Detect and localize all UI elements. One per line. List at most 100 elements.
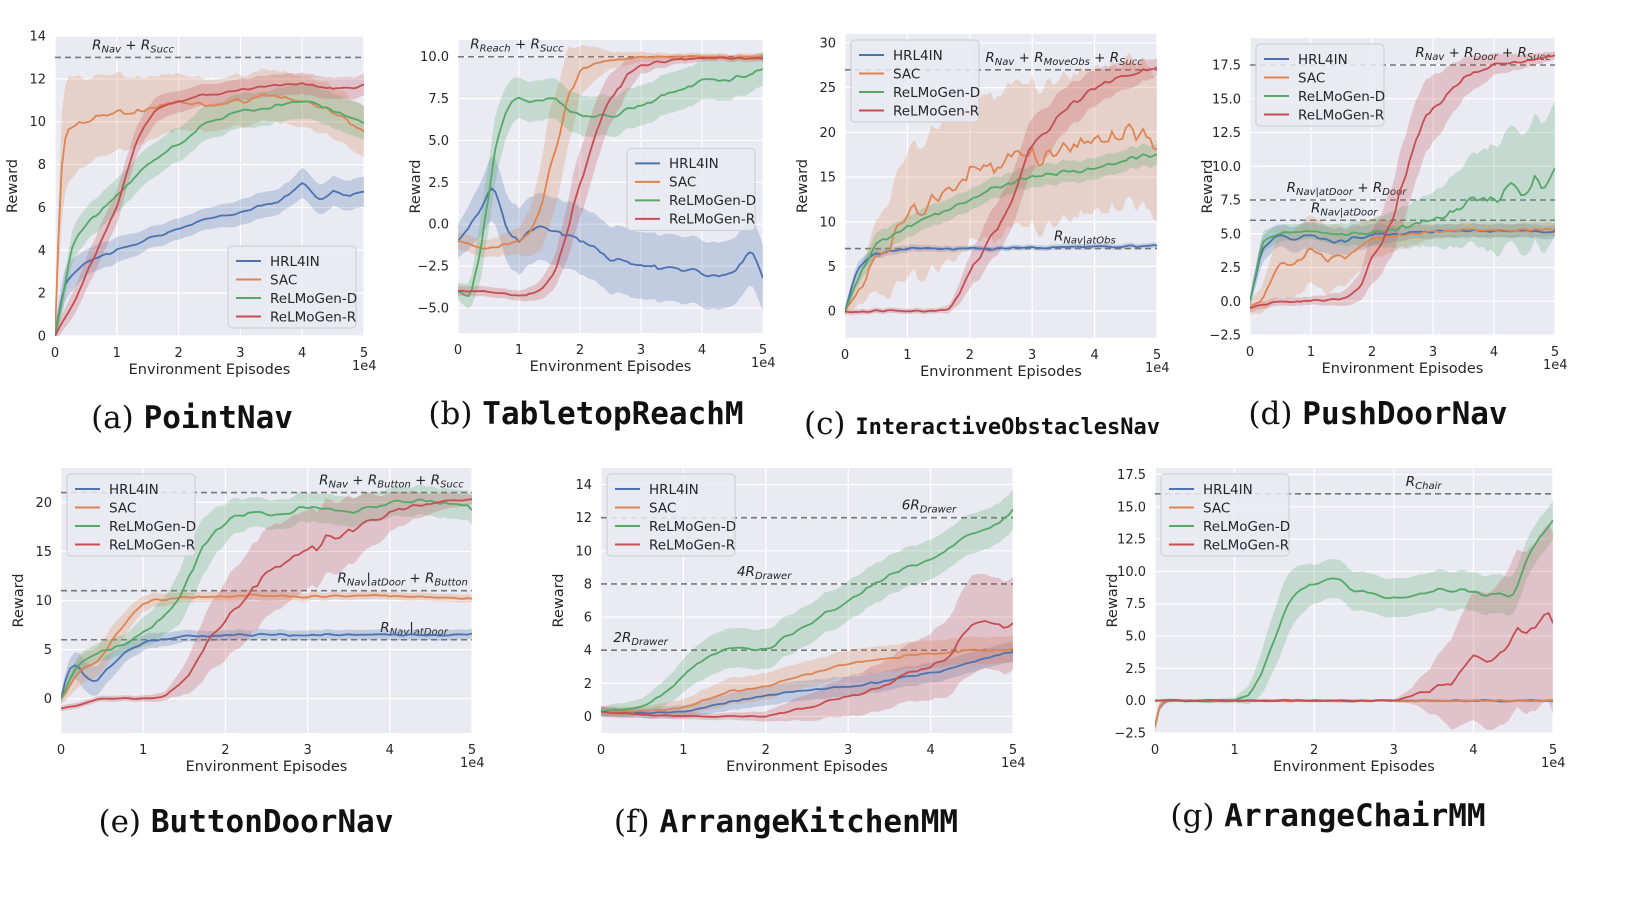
band-relmogen-r <box>1155 524 1553 731</box>
legend: HRL4IN SAC ReLMoGen-D ReLMoGen-R <box>850 39 980 123</box>
reference-label: 2RDrawer <box>613 630 668 648</box>
legend: HRL4IN SAC ReLMoGen-D ReLMoGen-R <box>1255 43 1385 127</box>
line-relmogen-r <box>845 66 1157 314</box>
y-axis-label: Reward <box>11 574 27 628</box>
caption: (c) InteractiveObstaclesNav <box>804 406 1160 442</box>
chart-e: 0 1 2 3 4 5 0 5 10 15 20 1e4 Environment Episodes Rew… <box>11 468 485 840</box>
y-tick-label: 10 <box>575 544 592 559</box>
x-tick-label: 5 <box>1009 743 1017 758</box>
series-layer <box>1250 51 1555 315</box>
x-tick-label: 0 <box>454 343 462 358</box>
x-tick-label: 0 <box>1151 743 1159 758</box>
line-relmogen-r <box>1250 54 1555 309</box>
x-axis-label: Environment Episodes <box>726 759 888 775</box>
legend-entry: SAC <box>270 272 297 288</box>
band-relmogen-d <box>61 484 472 704</box>
y-tick-label: 5 <box>828 260 836 275</box>
series-layer <box>1155 500 1553 733</box>
x-tick-label: 3 <box>637 343 645 358</box>
line-relmogen-r <box>458 56 763 297</box>
band-hrl4in <box>61 628 472 704</box>
band-relmogen-r <box>1250 51 1555 313</box>
y-tick-label: −2.5 <box>1114 727 1146 742</box>
y-tick-label: 14 <box>575 478 592 493</box>
legend-entry: SAC <box>1298 70 1325 86</box>
x-tick-label: 1 <box>113 346 121 361</box>
series-layer <box>61 484 472 712</box>
x-multiplier: 1e4 <box>1541 756 1566 771</box>
x-axis-label: Environment Episodes <box>186 759 348 775</box>
x-tick-label: 5 <box>468 743 476 758</box>
line-sac <box>1250 227 1555 309</box>
legend-entry: SAC <box>1203 500 1230 516</box>
line-relmogen-d <box>458 68 763 298</box>
line-hrl4in <box>55 182 364 336</box>
band-hrl4in <box>1155 698 1553 733</box>
legend-entry: HRL4IN <box>270 254 320 270</box>
x-axis-label: Environment Episodes <box>530 359 692 375</box>
y-tick-label: 8 <box>38 158 46 173</box>
band-hrl4in <box>845 242 1157 316</box>
reference-label: RNav|atObs <box>1054 229 1116 247</box>
x-tick-label: 0 <box>841 348 849 363</box>
x-tick-label: 2 <box>966 348 974 363</box>
y-tick-label: 10.0 <box>1212 160 1241 175</box>
y-tick-label: 6 <box>584 611 592 626</box>
legend-entry: ReLMoGen-R <box>270 309 356 325</box>
y-tick-label: 10 <box>29 115 46 130</box>
y-tick-label: 0.0 <box>428 218 449 233</box>
y-tick-label: 2.5 <box>1220 261 1241 276</box>
y-tick-label: 8 <box>584 577 592 592</box>
legend-entry: HRL4IN <box>893 48 943 64</box>
line-sac <box>845 122 1157 312</box>
legend: HRL4IN SAC ReLMoGen-D ReLMoGen-R <box>66 473 196 557</box>
x-tick-label: 4 <box>1469 743 1477 758</box>
y-tick-label: −2.5 <box>1209 329 1241 344</box>
band-sac <box>61 589 472 704</box>
reference-label: 4RDrawer <box>737 564 792 582</box>
x-tick-label: 1 <box>679 743 687 758</box>
reference-label: 6RDrawer <box>902 498 957 516</box>
x-multiplier: 1e4 <box>352 359 377 374</box>
band-hrl4in <box>458 156 763 312</box>
x-tick-label: 1 <box>139 743 147 758</box>
legend: HRL4IN SAC ReLMoGen-D ReLMoGen-R <box>606 473 736 557</box>
legend-entry: HRL4IN <box>1298 52 1348 68</box>
reference-label: RNav + RMoveObs + RSucc <box>985 50 1143 68</box>
caption: (e) ButtonDoorNav <box>98 804 393 840</box>
y-axis-label: Reward <box>551 574 567 628</box>
x-tick-label: 1 <box>515 343 523 358</box>
line-relmogen-r <box>55 82 364 336</box>
legend-entry: ReLMoGen-R <box>109 537 195 553</box>
y-tick-label: 0 <box>828 305 836 320</box>
band-relmogen-r <box>845 58 1157 315</box>
x-tick-label: 4 <box>926 743 934 758</box>
legend-entry: SAC <box>109 500 136 516</box>
y-tick-label: 25 <box>819 81 836 96</box>
y-tick-label: 12.5 <box>1212 126 1241 141</box>
legend-entry: ReLMoGen-D <box>270 291 357 307</box>
x-tick-label: 0 <box>597 743 605 758</box>
series-layer <box>55 68 364 336</box>
y-axis-label: Reward <box>408 160 424 214</box>
x-axis-label: Environment Episodes <box>129 362 291 378</box>
legend-entry: SAC <box>893 66 920 82</box>
x-multiplier: 1e4 <box>1001 756 1026 771</box>
x-multiplier: 1e4 <box>751 356 776 371</box>
x-tick-label: 3 <box>236 346 244 361</box>
legend: HRL4IN SAC ReLMoGen-D ReLMoGen-R <box>227 245 357 329</box>
band-relmogen-r <box>61 490 472 712</box>
y-axis-label: Reward <box>795 159 811 213</box>
legend-entry: ReLMoGen-D <box>109 519 196 535</box>
x-tick-label: 4 <box>386 743 394 758</box>
x-tick-label: 2 <box>221 743 229 758</box>
x-tick-label: 1 <box>903 348 911 363</box>
y-tick-label: 15.0 <box>1117 500 1146 515</box>
line-relmogen-d <box>1250 167 1555 302</box>
band-hrl4in <box>1250 221 1555 308</box>
band-sac <box>845 52 1157 316</box>
y-tick-label: 7.5 <box>1125 597 1146 612</box>
x-axis-label: Environment Episodes <box>920 364 1082 380</box>
